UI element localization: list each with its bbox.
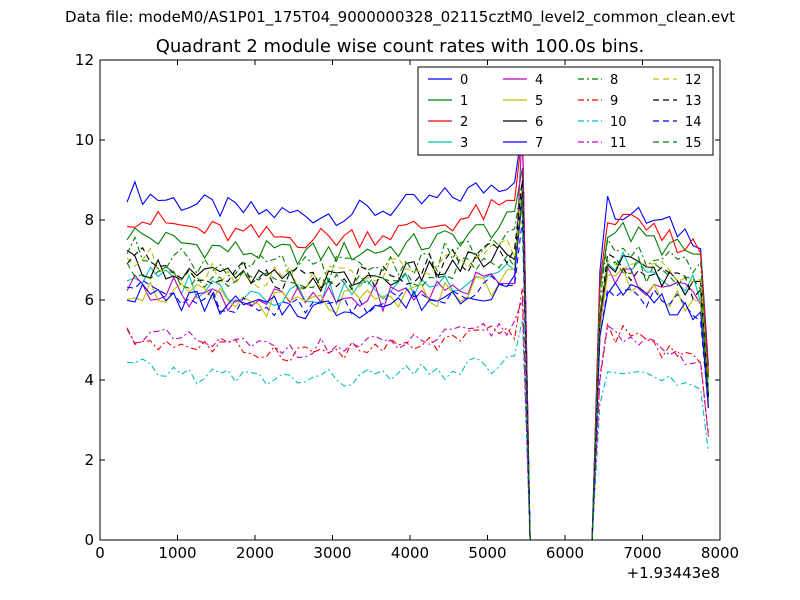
legend-label: 12 [685,73,702,88]
legend-entry-3: 3 [428,136,468,151]
legend-entry-6: 6 [503,115,543,130]
legend-label: 2 [460,115,468,130]
series-line-11 [126,299,709,541]
series-line-7 [126,195,709,541]
legend-entry-15: 15 [653,136,702,151]
series-line-8 [126,179,709,541]
series-line-5 [127,203,709,541]
legend-entry-11: 11 [578,136,627,151]
legend-label: 8 [610,73,618,88]
series-line-9 [126,287,709,541]
x-tick-label: 5000 [468,544,506,562]
y-tick-label: 10 [75,131,94,149]
legend-entry-12: 12 [653,73,702,88]
y-tick-label: 2 [84,451,94,469]
figure-suptitle: Data file: modeM0/AS1P01_175T04_90000003… [65,8,735,26]
legend-label: 0 [460,73,468,88]
legend-entry-4: 4 [503,73,543,88]
legend-label: 3 [460,136,468,151]
legend-label: 1 [460,94,468,109]
y-tick-label: 0 [84,531,94,549]
legend-label: 13 [685,94,702,109]
x-tick-label: 8000 [701,544,739,562]
x-tick-label: 4000 [391,544,429,562]
x-tick-label: 1000 [158,544,196,562]
legend-label: 10 [610,115,627,130]
chart-title: Quadrant 2 module wise count rates with … [155,36,645,57]
legend-entry-0: 0 [428,73,468,88]
series-line-13 [126,179,709,541]
y-tick-label: 8 [84,211,94,229]
legend-label: 11 [610,136,627,151]
x-tick-label: 0 [95,544,105,562]
series-line-12 [126,187,709,541]
series-line-10 [127,319,709,541]
legend-entry-9: 9 [578,94,618,109]
legend-entry-2: 2 [428,115,468,130]
legend-label: 9 [610,94,618,109]
series-line-2 [127,131,709,541]
legend-box [417,66,714,156]
y-tick-label: 12 [75,51,94,69]
series-layer [126,127,709,541]
legend-label: 14 [685,115,702,130]
legend-label: 7 [535,136,543,151]
series-line-1 [126,167,709,541]
series-line-4 [126,127,709,541]
legend-label: 4 [535,73,543,88]
series-line-14 [127,219,709,541]
axis-ticks: 0 1000 2000 3000 4000 5000 6000 7000 80000246810… [75,51,739,562]
legend-entry-14: 14 [653,115,702,130]
y-tick-label: 4 [84,371,94,389]
x-offset-label: +1.93443e8 [627,564,720,582]
legend-entry-1: 1 [428,94,468,109]
x-tick-label: 3000 [313,544,351,562]
legend-entry-10: 10 [578,115,627,130]
x-tick-label: 6000 [546,544,584,562]
legend-entry-7: 7 [503,136,543,151]
legend-label: 5 [535,94,543,109]
legend-entry-13: 13 [653,94,702,109]
x-tick-label: 2000 [236,544,274,562]
legend-label: 15 [685,136,702,151]
legend-entry-8: 8 [578,73,618,88]
legend-label: 6 [535,115,543,130]
y-tick-label: 6 [84,291,94,309]
legend-entry-5: 5 [503,94,543,109]
series-line-0 [126,127,709,541]
x-tick-label: 7000 [623,544,661,562]
series-line-3 [126,195,709,541]
series-line-15 [126,199,709,541]
